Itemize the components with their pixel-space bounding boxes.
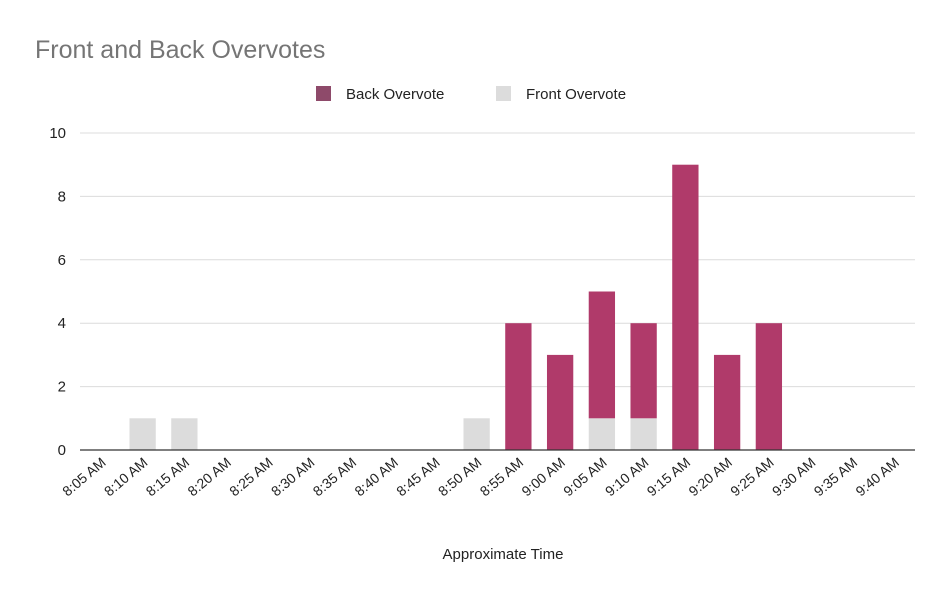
bar-back-overvote-9-20-am xyxy=(713,354,741,450)
x-tick-label: 8:05 AM xyxy=(59,454,109,499)
x-tick-label: 8:55 AM xyxy=(477,454,527,499)
x-tick-label: 8:15 AM xyxy=(143,454,193,499)
x-tick-label: 8:20 AM xyxy=(184,454,234,499)
y-tick-label: 0 xyxy=(58,442,66,459)
legend-label-back-overvote: Back Overvote xyxy=(346,86,444,103)
chart-title: Front and Back Overvotes xyxy=(35,36,325,64)
gridlines xyxy=(80,132,915,388)
y-tick-label: 10 xyxy=(49,125,66,142)
x-tick-label: 8:25 AM xyxy=(226,454,276,499)
x-tick-label: 8:50 AM xyxy=(435,454,485,499)
bar-back-overvote-8-55-am xyxy=(505,323,532,450)
y-tick-label: 4 xyxy=(58,315,66,332)
bar-front-overvote-9-10-am xyxy=(630,418,657,450)
bar-back-overvote-9-15-am xyxy=(672,164,699,450)
x-tick-label: 9:10 AM xyxy=(602,454,652,499)
x-tick-label: 9:20 AM xyxy=(685,454,735,499)
x-axis-label: Approximate Time xyxy=(443,546,564,563)
bars xyxy=(129,164,783,450)
bar-back-overvote-9-00-am xyxy=(546,354,574,450)
y-tick-label: 6 xyxy=(58,252,66,269)
y-tick-label: 8 xyxy=(58,188,66,205)
x-tick-label: 8:30 AM xyxy=(268,454,318,499)
legend: Back Overvote Front Overvote xyxy=(316,86,626,103)
x-tick-label: 9:35 AM xyxy=(811,454,861,499)
x-tick-label: 8:45 AM xyxy=(393,454,443,499)
y-tick-label: 2 xyxy=(58,379,66,396)
x-tick-label: 9:15 AM xyxy=(644,454,694,499)
bar-front-overvote-8-50-am xyxy=(463,418,490,450)
x-tick-label: 9:00 AM xyxy=(518,454,568,499)
bar-front-overvote-9-05-am xyxy=(588,418,616,450)
legend-swatch-front-overvote xyxy=(496,86,511,101)
x-tick-label: 8:10 AM xyxy=(101,454,151,499)
x-tick-label: 8:40 AM xyxy=(351,454,401,499)
legend-label-front-overvote: Front Overvote xyxy=(526,86,626,103)
bar-back-overvote-9-05-am xyxy=(588,291,616,419)
x-tick-label: 9:40 AM xyxy=(852,454,902,499)
bar-back-overvote-9-10-am xyxy=(630,323,657,419)
legend-swatch-back-overvote xyxy=(316,86,331,101)
bar-front-overvote-8-10-am xyxy=(129,418,156,450)
x-axis-ticks: 8:05 AM8:10 AM8:15 AM8:20 AM8:25 AM8:30 … xyxy=(59,454,902,499)
y-axis-ticks: 0 2 4 6 8 10 xyxy=(49,125,66,459)
x-tick-label: 9:30 AM xyxy=(769,454,819,499)
x-tick-label: 9:05 AM xyxy=(560,454,610,499)
x-tick-label: 9:25 AM xyxy=(727,454,777,499)
bar-front-overvote-8-15-am xyxy=(171,418,198,450)
bar-back-overvote-9-25-am xyxy=(755,323,783,450)
x-tick-label: 8:35 AM xyxy=(310,454,360,499)
